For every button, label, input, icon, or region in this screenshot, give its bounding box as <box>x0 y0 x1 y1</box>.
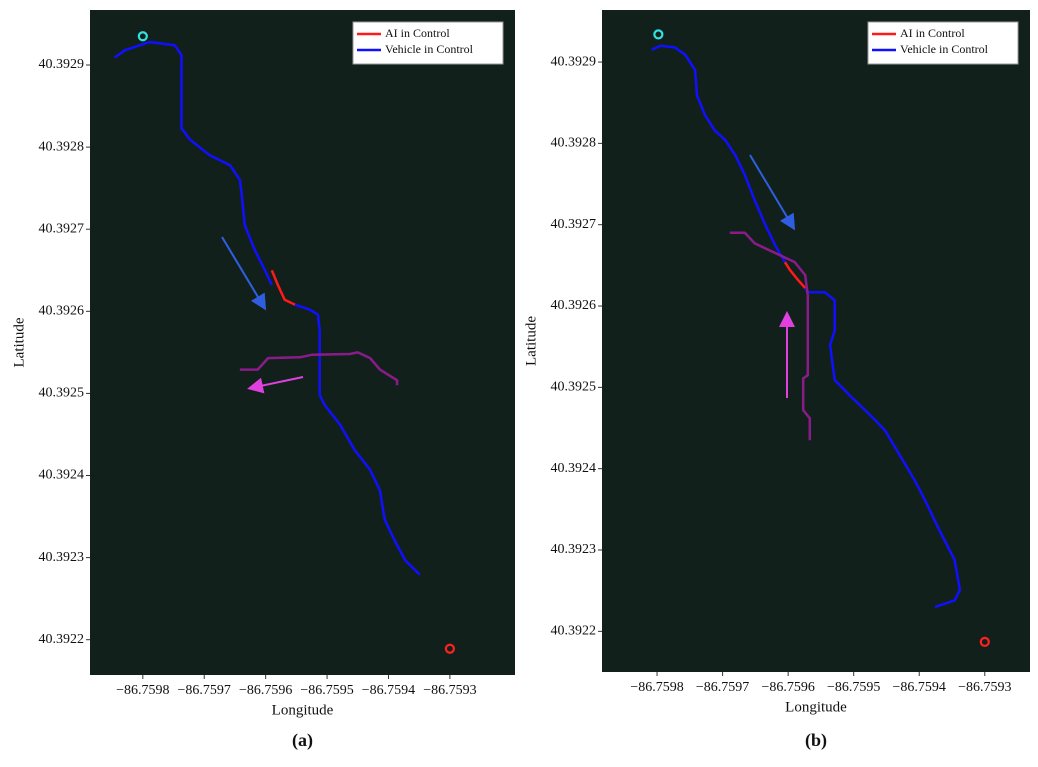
legend-label: Vehicle in Control <box>385 42 474 56</box>
x-tick-label: −86.7594 <box>362 683 415 698</box>
x-tick-label: −86.7595 <box>827 680 880 695</box>
y-tick-label: 40.3923 <box>39 550 85 565</box>
x-tick-label: −86.7593 <box>423 683 476 698</box>
x-tick-label: −86.7597 <box>178 683 231 698</box>
y-tick-label: 40.3928 <box>551 136 597 151</box>
map-background <box>90 10 515 675</box>
y-axis-label: Latitude <box>523 316 539 366</box>
legend-label: AI in Control <box>900 26 965 40</box>
y-tick-label: 40.3929 <box>551 54 597 69</box>
y-tick-label: 40.3923 <box>551 542 597 557</box>
y-tick-label: 40.3922 <box>39 632 85 647</box>
y-tick-label: 40.3929 <box>39 57 85 72</box>
x-tick-label: −86.7595 <box>300 683 353 698</box>
map-background <box>602 10 1030 672</box>
figure: −86.7598 −86.7597 −86.7596 −86.7595 −86.7594… <box>0 0 1038 767</box>
x-tick-label: −86.7594 <box>893 680 946 695</box>
legend-label: Vehicle in Control <box>900 42 989 56</box>
y-tick-label: 40.3927 <box>39 221 85 236</box>
x-tick-label: −86.7596 <box>761 680 814 695</box>
y-tick-label: 40.3924 <box>39 468 85 483</box>
y-tick-label: 40.3925 <box>551 380 597 395</box>
x-tick-label: −86.7596 <box>239 683 292 698</box>
y-tick-label: 40.3926 <box>39 304 85 319</box>
y-tick-label: 40.3922 <box>551 624 597 639</box>
y-tick-label: 40.3927 <box>551 217 597 232</box>
legend-label: AI in Control <box>385 26 450 40</box>
x-tick-label: −86.7598 <box>630 680 683 695</box>
y-tick-label: 40.3926 <box>551 298 597 313</box>
y-tick-label: 40.3924 <box>551 461 597 476</box>
y-axis-label: Latitude <box>11 317 27 367</box>
plots: −86.7598 −86.7597 −86.7596 −86.7595 −86.7594… <box>11 10 1030 751</box>
x-tick-label: −86.7597 <box>696 680 749 695</box>
y-tick-label: 40.3928 <box>39 139 85 154</box>
panel-label: (b) <box>805 730 827 751</box>
x-tick-label: −86.7598 <box>116 683 169 698</box>
x-tick-label: −86.7593 <box>958 680 1011 695</box>
x-axis-label: Longitude <box>272 702 334 718</box>
x-axis-label: Longitude <box>785 699 847 715</box>
y-tick-label: 40.3925 <box>39 386 85 401</box>
panel-label: (a) <box>292 730 313 751</box>
